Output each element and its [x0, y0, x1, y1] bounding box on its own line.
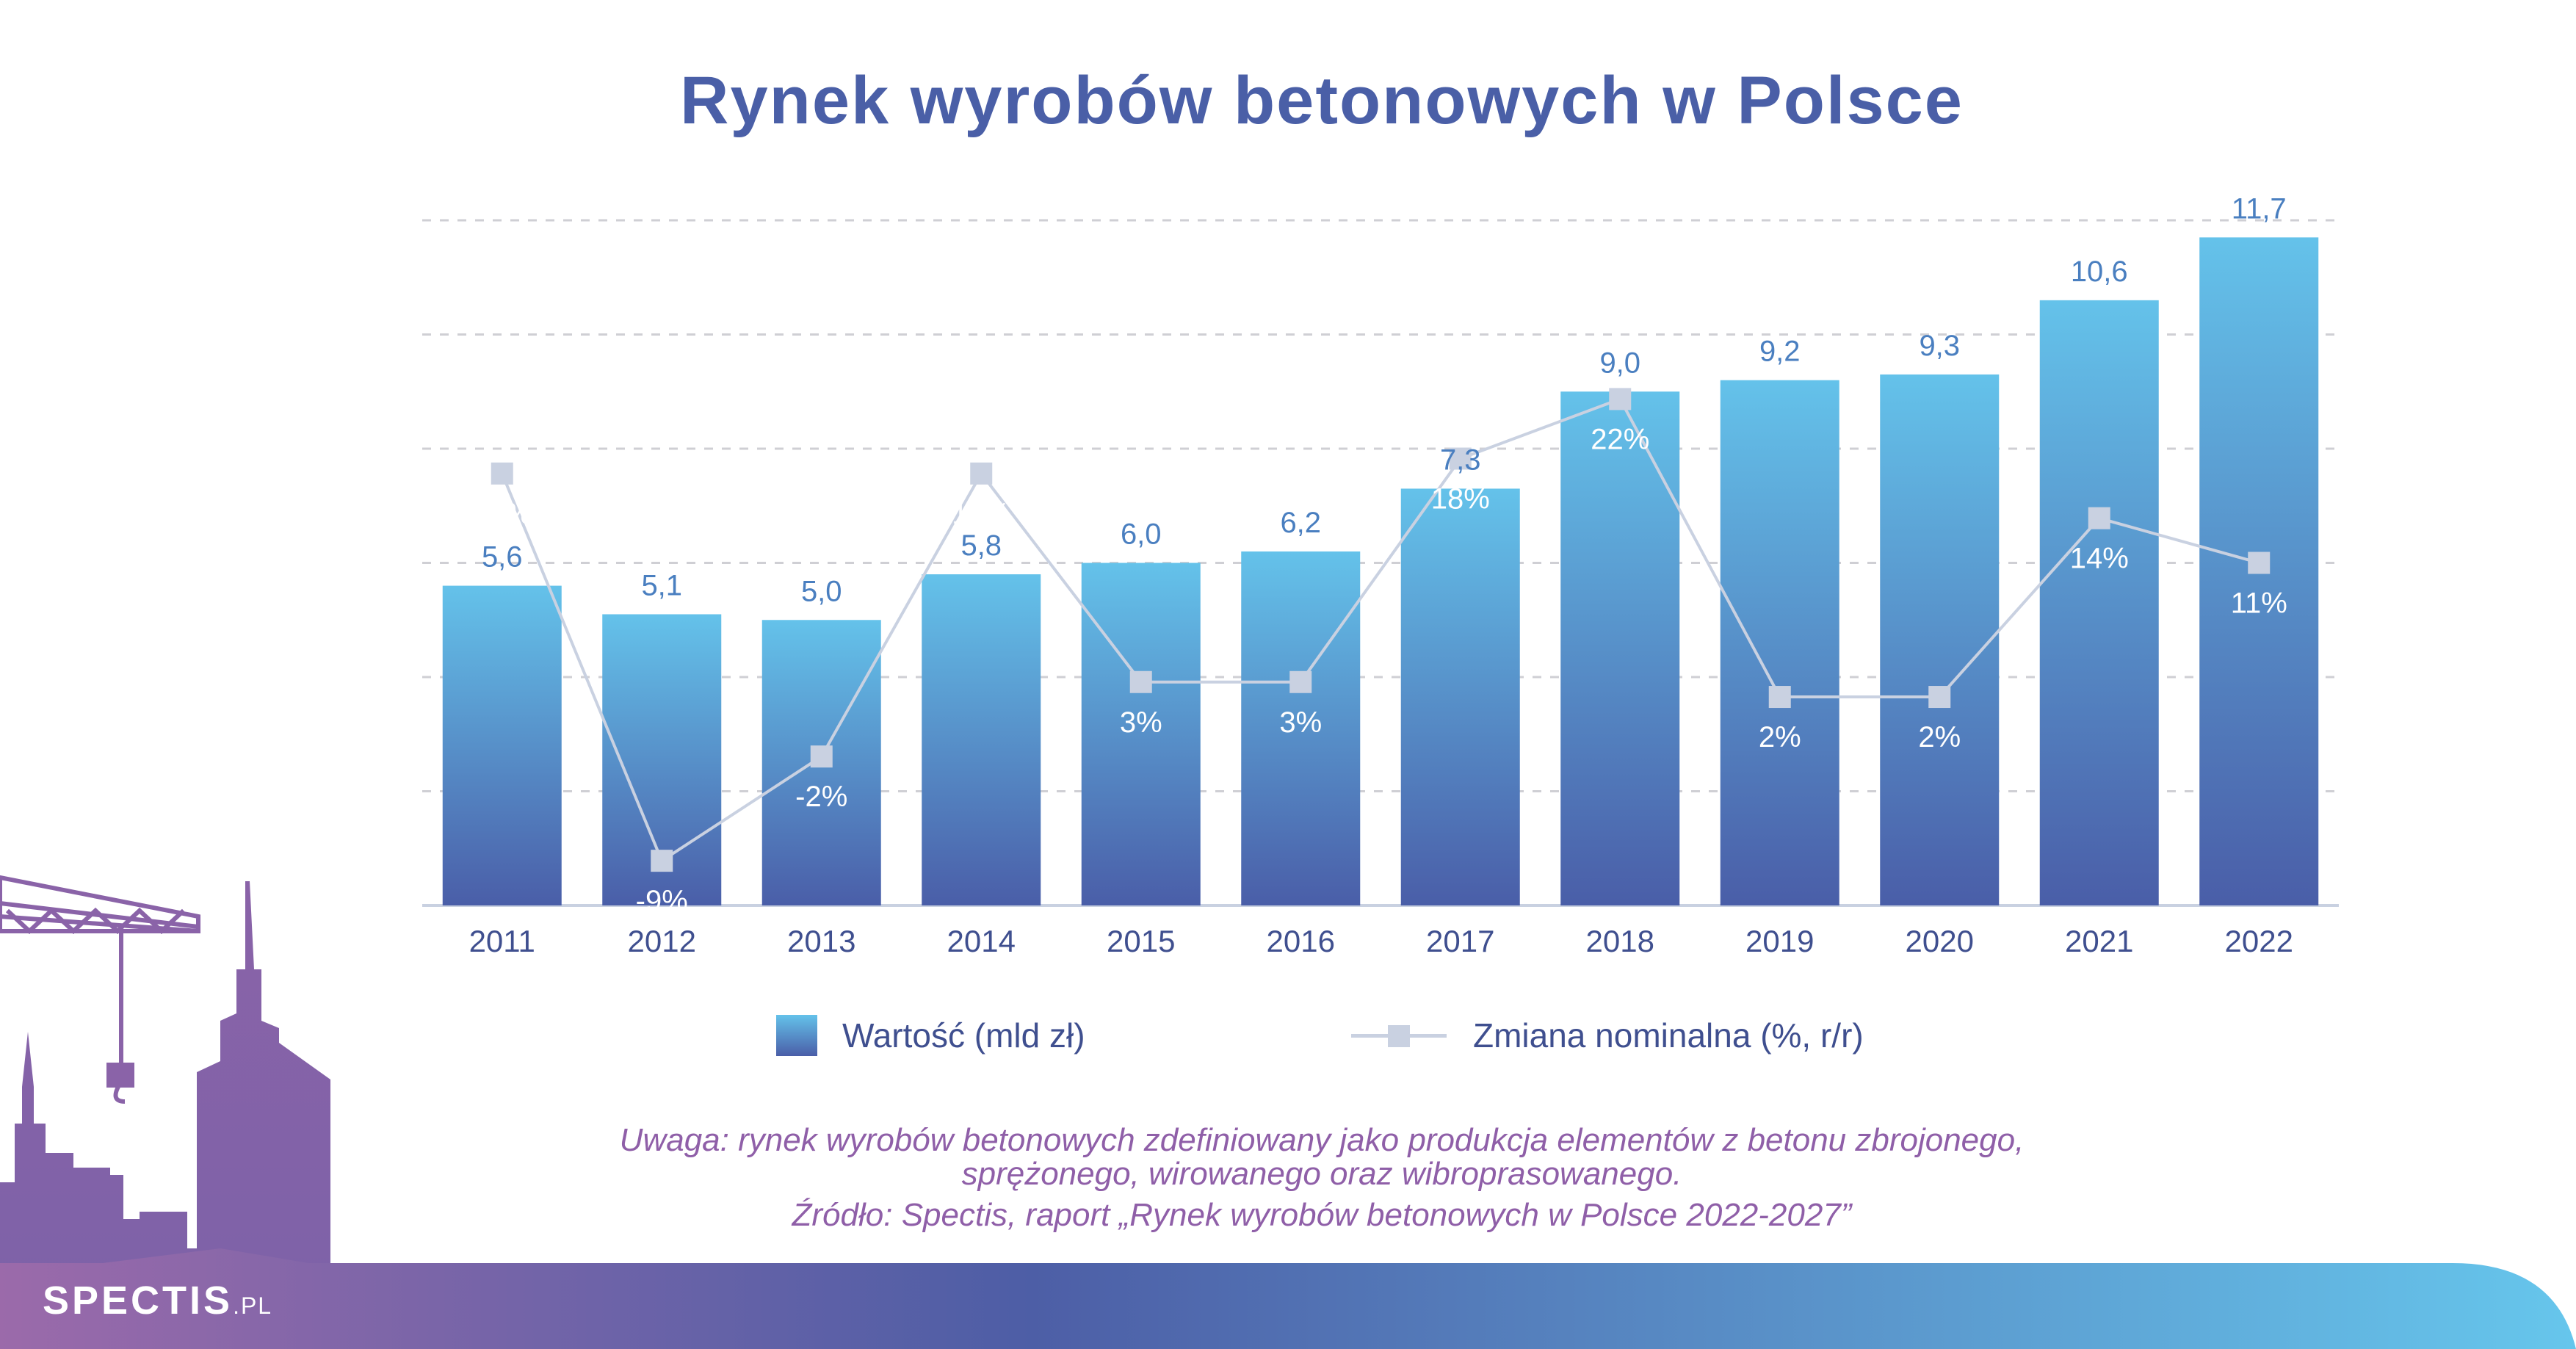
- bar: [922, 574, 1041, 905]
- line-point: [970, 462, 993, 485]
- line-value-label: 3%: [1279, 706, 1322, 739]
- bar-value-label: 5,0: [801, 575, 842, 607]
- line-value-label: 2%: [1918, 721, 1961, 753]
- line-value-label: 14%: [2070, 543, 2129, 575]
- bar-value-label: 5,1: [641, 569, 682, 601]
- line-value-label: -9%: [636, 885, 688, 917]
- brand-logo: SPECTIS.PL: [43, 1279, 273, 1323]
- legend-item-line: Zmiana nominalna (%, r/r): [1351, 1013, 1864, 1057]
- x-tick-label: 2011: [469, 924, 535, 958]
- footer-band: [0, 1248, 2576, 1349]
- x-tick-label: 2015: [1107, 924, 1175, 958]
- legend-line-label: Zmiana nominalna (%, r/r): [1473, 1016, 1864, 1055]
- x-tick-label: 2019: [1745, 924, 1814, 958]
- line-point: [1449, 447, 1472, 470]
- line-point: [810, 745, 833, 768]
- crane-illustration: [0, 875, 200, 1104]
- line-point: [1609, 388, 1632, 411]
- x-tick-label: 2021: [2065, 924, 2133, 958]
- line-point: [1928, 686, 1951, 709]
- line-point: [491, 462, 513, 485]
- x-tick-label: 2012: [628, 924, 696, 958]
- line-value-label: 22%: [1591, 423, 1649, 455]
- bar-value-label: 6,0: [1121, 518, 1162, 551]
- bar-value-label: 7,3: [1440, 444, 1481, 476]
- bar-value-label: 5,6: [482, 541, 523, 574]
- note-line-2: sprężonego, wirowanego oraz wibroprasowa…: [961, 1156, 1682, 1192]
- x-tick-label: 2013: [787, 924, 855, 958]
- chart-title: Rynek wyrobów betonowych w Polsce: [680, 63, 1964, 138]
- bar-value-label: 6,2: [1280, 507, 1321, 539]
- source-note: Źródło: Spectis, raport „Rynek wyrobów b…: [792, 1197, 1852, 1233]
- bar: [442, 585, 562, 905]
- legend-bar-swatch-icon: [776, 1015, 817, 1056]
- line-point: [2088, 507, 2110, 529]
- x-tick-label: 2018: [1586, 924, 1654, 958]
- bar: [2039, 300, 2159, 906]
- legend-bar-label: Wartość (mld zł): [842, 1016, 1085, 1055]
- x-tick-label: 2022: [2225, 924, 2293, 958]
- line-point: [1289, 670, 1312, 693]
- bar-value-label: 9,3: [1919, 330, 1960, 362]
- line-value-label: -2%: [795, 781, 847, 813]
- line-value-label: 11%: [2231, 587, 2287, 620]
- line-value-label: 18%: [1431, 483, 1490, 516]
- line-point: [2248, 551, 2271, 574]
- city-skyline: [0, 881, 382, 1349]
- bar: [1400, 488, 1520, 905]
- line-value-label: 3%: [1120, 706, 1162, 739]
- bar: [1081, 563, 1201, 905]
- note-line-1: Uwaga: rynek wyrobów betonowych zdefinio…: [619, 1122, 2025, 1158]
- line-point: [1768, 686, 1791, 709]
- legend-line-swatch-icon: [1351, 1015, 1447, 1056]
- line-value-label: 17%: [952, 498, 1010, 530]
- x-tick-label: 2017: [1426, 924, 1494, 958]
- bar: [1241, 551, 1361, 905]
- bar: [1880, 374, 2000, 905]
- bar-value-label: 11,7: [2232, 192, 2287, 225]
- line-point: [651, 850, 673, 872]
- bar-value-label: 5,8: [960, 529, 1002, 562]
- line-value-label: 2%: [1759, 721, 1801, 753]
- line-series: [500, 397, 2260, 864]
- x-tick-label: 2020: [1906, 924, 1974, 958]
- x-tick-label: 2016: [1267, 924, 1335, 958]
- legend-item-bars: Wartość (mld zł): [776, 1013, 1085, 1057]
- bar-value-label: 9,2: [1759, 336, 1801, 368]
- bar-value-label: 9,0: [1599, 347, 1640, 379]
- bar: [1560, 391, 1680, 905]
- bar-value-label: 10,6: [2071, 256, 2128, 288]
- x-tick-label: 2014: [947, 924, 1016, 958]
- line-value-label: 17%: [473, 498, 532, 530]
- line-point: [1129, 670, 1152, 693]
- bar: [1720, 380, 1839, 905]
